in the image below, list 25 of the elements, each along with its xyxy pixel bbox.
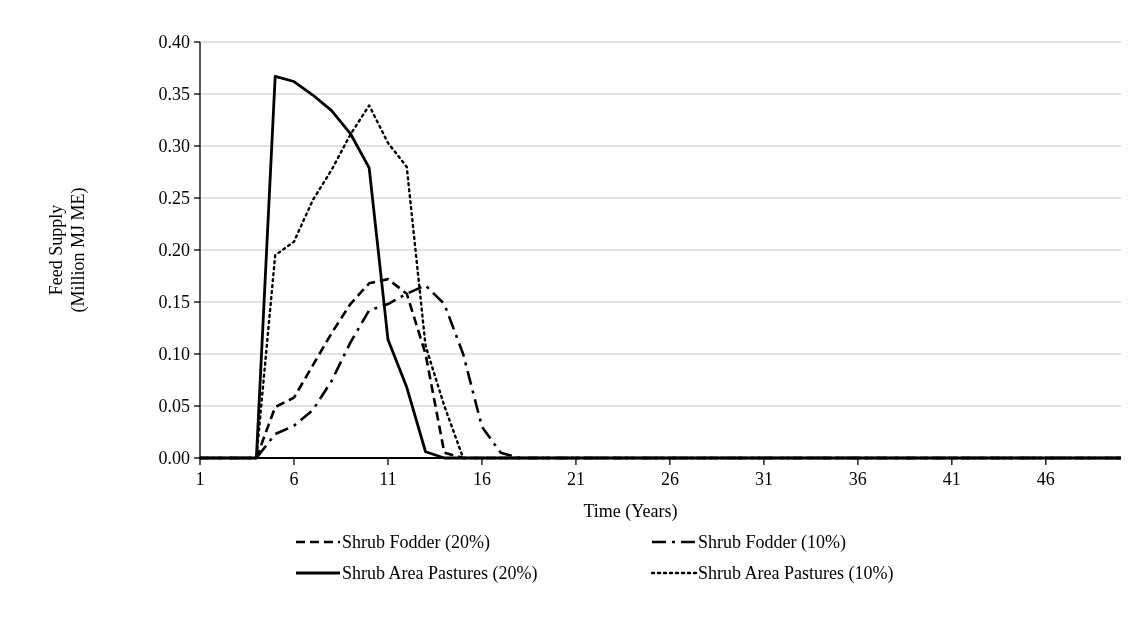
y-axis-title: Feed Supply (Million MJ ME) <box>46 187 89 313</box>
x-tick-label: 46 <box>1036 469 1055 489</box>
y-tick-label: 0.20 <box>158 240 190 261</box>
legend-label: Shrub Area Pastures (10%) <box>698 563 894 585</box>
legend-label: Shrub Fodder (20%) <box>342 532 490 554</box>
legend-label: Shrub Fodder (10%) <box>698 532 846 554</box>
y-tick-label: 0.25 <box>158 188 190 209</box>
y-tick-label: 0.00 <box>158 448 190 469</box>
y-tick-label: 0.10 <box>158 344 190 365</box>
y-tick-label: 0.35 <box>158 84 190 105</box>
y-tick-label: 0.40 <box>158 32 190 53</box>
x-tick-label: 1 <box>195 469 205 489</box>
x-tick-label: 6 <box>289 469 299 489</box>
x-tick-label: 26 <box>660 469 679 489</box>
x-axis-title: Time (Years) <box>583 501 678 522</box>
legend-label: Shrub Area Pastures (20%) <box>342 563 538 585</box>
x-tick-label: 21 <box>566 469 585 489</box>
y-tick-label: 0.30 <box>158 136 190 157</box>
x-tick-label: 11 <box>379 469 397 489</box>
y-tick-label: 0.05 <box>158 396 190 417</box>
x-tick-label: 16 <box>472 469 491 489</box>
x-tick-label: 41 <box>942 469 961 489</box>
x-tick-label: 36 <box>848 469 867 489</box>
x-tick-label: 31 <box>754 469 773 489</box>
y-tick-label: 0.15 <box>158 292 190 313</box>
